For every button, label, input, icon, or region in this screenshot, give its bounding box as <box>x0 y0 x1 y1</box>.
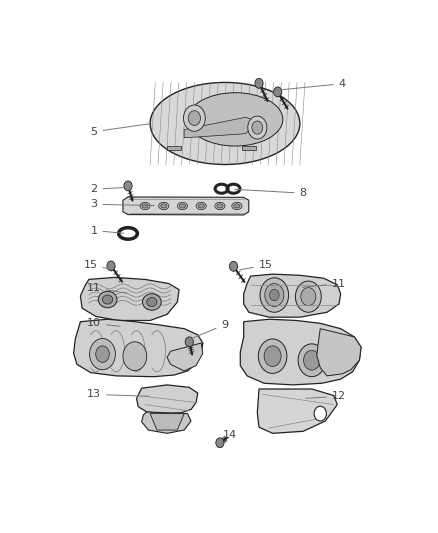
Text: 14: 14 <box>221 430 237 443</box>
Polygon shape <box>74 319 202 377</box>
Circle shape <box>124 181 132 191</box>
Ellipse shape <box>141 204 148 208</box>
Ellipse shape <box>216 204 223 208</box>
Text: 3: 3 <box>90 199 154 209</box>
Text: 10: 10 <box>87 318 120 328</box>
Circle shape <box>229 261 237 271</box>
Text: 8: 8 <box>234 188 306 198</box>
Polygon shape <box>167 146 180 150</box>
Ellipse shape <box>177 202 187 209</box>
Text: 2: 2 <box>90 184 123 194</box>
Circle shape <box>295 281 321 312</box>
Ellipse shape <box>102 295 113 304</box>
Polygon shape <box>243 274 340 317</box>
Ellipse shape <box>214 202 225 209</box>
Circle shape <box>183 105 205 131</box>
Text: 1: 1 <box>90 225 123 236</box>
Polygon shape <box>150 414 184 430</box>
Ellipse shape <box>231 202 241 209</box>
Circle shape <box>303 350 319 370</box>
Text: 15: 15 <box>239 260 272 270</box>
Polygon shape <box>316 329 360 376</box>
Circle shape <box>264 284 283 306</box>
Circle shape <box>258 339 286 374</box>
Circle shape <box>188 111 200 126</box>
Text: 4: 4 <box>275 79 345 91</box>
Ellipse shape <box>146 297 157 306</box>
Circle shape <box>314 406 325 421</box>
Circle shape <box>273 87 281 97</box>
Polygon shape <box>240 319 360 385</box>
Polygon shape <box>136 385 198 414</box>
Ellipse shape <box>179 204 185 208</box>
Polygon shape <box>141 412 191 433</box>
Circle shape <box>123 342 146 370</box>
Circle shape <box>259 278 288 312</box>
Text: 15: 15 <box>83 260 111 270</box>
Polygon shape <box>167 343 202 371</box>
Circle shape <box>264 346 280 366</box>
Text: 13: 13 <box>87 389 149 399</box>
Circle shape <box>300 288 315 306</box>
Ellipse shape <box>187 93 282 146</box>
Circle shape <box>297 344 325 377</box>
Polygon shape <box>184 117 258 138</box>
Text: 11: 11 <box>302 279 345 288</box>
Ellipse shape <box>158 202 169 209</box>
Circle shape <box>269 289 279 301</box>
Circle shape <box>185 337 193 347</box>
Text: 12: 12 <box>305 391 345 401</box>
Ellipse shape <box>198 204 204 208</box>
Circle shape <box>215 438 223 448</box>
Polygon shape <box>80 277 179 320</box>
Polygon shape <box>241 146 255 150</box>
Circle shape <box>251 121 262 134</box>
Ellipse shape <box>150 83 299 165</box>
Text: 11: 11 <box>87 282 127 293</box>
Polygon shape <box>257 389 336 433</box>
Circle shape <box>107 261 115 271</box>
Text: 9: 9 <box>188 320 228 340</box>
Circle shape <box>247 116 266 139</box>
Ellipse shape <box>140 202 150 209</box>
Ellipse shape <box>233 204 240 208</box>
Ellipse shape <box>196 202 206 209</box>
Polygon shape <box>123 197 248 215</box>
Ellipse shape <box>160 204 166 208</box>
Ellipse shape <box>142 294 161 310</box>
Circle shape <box>254 78 262 88</box>
Circle shape <box>95 346 109 362</box>
Text: 5: 5 <box>90 124 149 136</box>
Circle shape <box>89 338 115 370</box>
Ellipse shape <box>98 292 117 308</box>
